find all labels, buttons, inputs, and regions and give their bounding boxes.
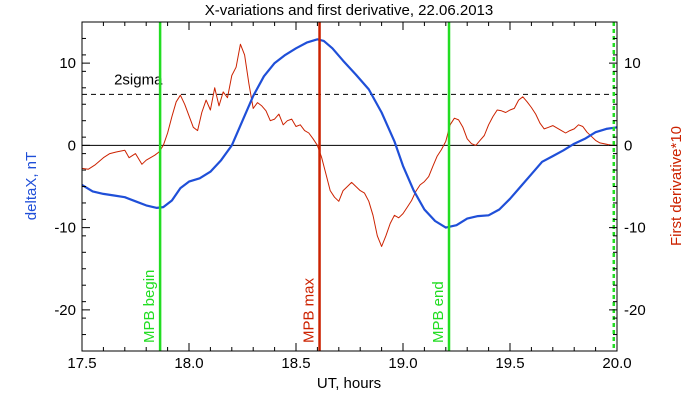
y-tick-label-left: 0 bbox=[68, 137, 76, 154]
marker-label-2: MPB end bbox=[430, 281, 447, 343]
x-tick-label: 18.5 bbox=[281, 355, 310, 372]
series-line-deltaX bbox=[81, 38, 618, 229]
y-tick-label-left: -10 bbox=[54, 220, 76, 237]
marker-label-1: MPB max bbox=[301, 277, 318, 343]
y-tick-label-right: 10 bbox=[624, 55, 641, 72]
series-line-derivative bbox=[81, 43, 617, 247]
y-tick-label-right: -10 bbox=[624, 220, 646, 237]
marks-layer: 2sigma MPB begin MPB max MPB end 17.5 18.0 18.… bbox=[54, 21, 646, 372]
y-axis-label-right: First derivative*10 bbox=[668, 126, 685, 246]
y-tick-label-left: 10 bbox=[59, 55, 76, 72]
chart-title: X-variations and first derivative, 22.06… bbox=[205, 2, 494, 19]
x-tick-label: 18.0 bbox=[174, 355, 203, 372]
y-tick-label-right: -20 bbox=[624, 302, 646, 319]
x-tick-label: 20.0 bbox=[602, 355, 631, 372]
x-tick-label: 17.5 bbox=[67, 355, 96, 372]
y-tick-label-left: -20 bbox=[54, 302, 76, 319]
marker-label-0: MPB begin bbox=[141, 270, 158, 343]
threshold-label: 2sigma bbox=[114, 71, 163, 88]
x-axis-label: UT, hours bbox=[317, 375, 381, 392]
x-tick-label: 19.0 bbox=[388, 355, 417, 372]
x-tick-label: 19.5 bbox=[495, 355, 524, 372]
y-axis-label-left: deltaX, nT bbox=[23, 152, 40, 220]
plot-frame bbox=[81, 21, 618, 352]
y-tick-label-right: 0 bbox=[624, 137, 632, 154]
